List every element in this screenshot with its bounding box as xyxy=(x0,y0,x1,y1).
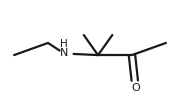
Text: O: O xyxy=(131,83,140,93)
Text: H: H xyxy=(60,39,68,49)
Text: N: N xyxy=(60,48,68,59)
